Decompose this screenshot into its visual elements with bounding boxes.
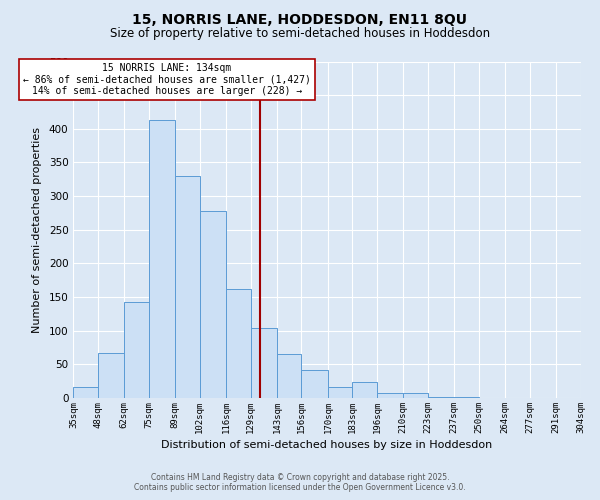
- Bar: [277, 354, 301, 398]
- Bar: [352, 382, 377, 398]
- Bar: [200, 211, 226, 398]
- Bar: [403, 394, 428, 398]
- Bar: [226, 289, 251, 398]
- Text: Size of property relative to semi-detached houses in Hoddesdon: Size of property relative to semi-detach…: [110, 28, 490, 40]
- Bar: [124, 302, 149, 398]
- Text: Contains HM Land Registry data © Crown copyright and database right 2025.
Contai: Contains HM Land Registry data © Crown c…: [134, 473, 466, 492]
- Bar: [328, 386, 352, 398]
- Bar: [175, 176, 200, 398]
- Text: 15, NORRIS LANE, HODDESDON, EN11 8QU: 15, NORRIS LANE, HODDESDON, EN11 8QU: [133, 12, 467, 26]
- Bar: [73, 386, 98, 398]
- Bar: [149, 120, 175, 398]
- Bar: [377, 392, 403, 398]
- Bar: [301, 370, 328, 398]
- Text: 15 NORRIS LANE: 134sqm
← 86% of semi-detached houses are smaller (1,427)
14% of : 15 NORRIS LANE: 134sqm ← 86% of semi-det…: [23, 63, 311, 96]
- Bar: [98, 353, 124, 398]
- X-axis label: Distribution of semi-detached houses by size in Hoddesdon: Distribution of semi-detached houses by …: [161, 440, 493, 450]
- Bar: [428, 396, 454, 398]
- Y-axis label: Number of semi-detached properties: Number of semi-detached properties: [32, 127, 42, 333]
- Bar: [251, 328, 277, 398]
